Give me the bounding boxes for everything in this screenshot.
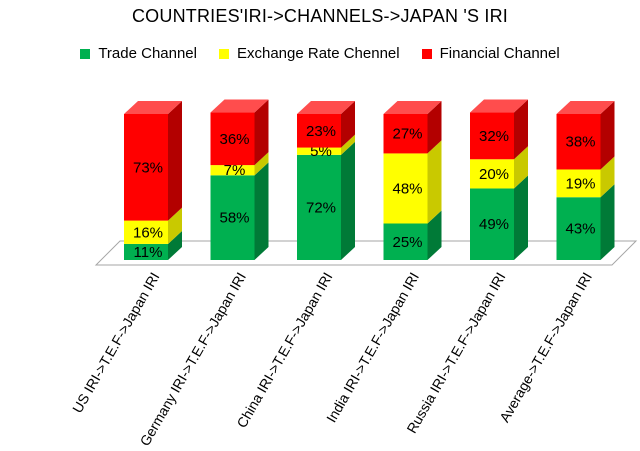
bar-segment (297, 147, 341, 155)
legend-swatch-financial (421, 48, 432, 59)
bar-segment (470, 188, 514, 260)
data-label: 16% (133, 224, 163, 241)
bar-segment-side (427, 101, 442, 154)
bar-segment (470, 112, 514, 160)
data-label: 38% (565, 134, 595, 151)
bar-segment-side (341, 134, 355, 155)
data-label: 58% (219, 210, 249, 227)
legend-swatch-exchange-rate (218, 48, 229, 59)
legend-item-trade: Trade Channel (80, 45, 197, 62)
bar-segment (297, 154, 341, 260)
bars: 11% 16% 73% 58% 7% 36% 72%5%23% 25% 48% 27% 49% 20%… (124, 99, 615, 261)
bar-stack: 58% 7% 36% (210, 99, 269, 260)
data-label: 7% (224, 162, 246, 179)
data-label: 73% (133, 159, 163, 176)
bar-segment-side (341, 101, 355, 148)
x-tick-label: India IRI->T.E.F->Japan IRI (323, 270, 422, 426)
bar-stack: 49% 20% 32% (470, 99, 528, 260)
bar-segment-side (600, 184, 615, 260)
legend-item-financial: Financial Channel (421, 45, 560, 62)
bar-segment-side (254, 99, 269, 166)
bar-segment (470, 159, 514, 189)
data-label: 72% (306, 199, 336, 216)
bar-segment (383, 153, 428, 224)
bar-segment (124, 220, 168, 244)
bar-top (124, 101, 182, 114)
legend-swatch-trade (80, 48, 91, 59)
data-label: 20% (479, 166, 509, 183)
bar-segment-side (427, 210, 442, 260)
bar-top (470, 99, 528, 113)
bar-segment-side (254, 162, 269, 260)
data-label: 19% (565, 175, 595, 192)
bar-segment-side (514, 99, 528, 160)
bar-segment (124, 243, 168, 260)
data-label: 48% (392, 180, 422, 197)
bar-stack: 11% 16% 73% (124, 101, 182, 261)
data-label: 32% (479, 128, 509, 145)
bar-segment-side (427, 140, 442, 224)
bar-segment-side (168, 207, 182, 244)
bar-segment-side (600, 156, 615, 198)
data-label: 43% (565, 221, 595, 238)
bar-top (210, 99, 269, 113)
bar-segment-side (168, 101, 182, 221)
chart-title: COUNTRIES'IRI->CHANNELS->JAPAN 'S IRI (131, 6, 508, 26)
bar-stack: 43% 19% 38% (556, 101, 615, 260)
data-label: 27% (392, 126, 422, 143)
bar-segment (383, 114, 428, 154)
x-tick-label: US IRI->T.E.F->Japan IRI (69, 270, 163, 416)
data-label: 36% (219, 131, 249, 148)
bar-segment-side (168, 230, 182, 260)
bar-segment (297, 114, 341, 148)
bar-segment (124, 114, 168, 221)
bar-segment (556, 197, 601, 260)
bar-segment (210, 112, 255, 166)
legend-label-exchange-rate: Exchange Rate Chennel (236, 45, 400, 62)
bar-segment-side (341, 141, 355, 260)
bar-segment-side (600, 101, 615, 170)
bar-segment (210, 165, 255, 176)
bar-segment (556, 114, 601, 170)
x-tick-label: Russia IRI->T.E.F->Japan IRI (403, 270, 508, 436)
data-label: 23% (306, 123, 336, 140)
legend-label-trade: Trade Channel (98, 45, 197, 62)
bar-segment (383, 223, 428, 260)
legend-label-financial: Financial Channel (439, 45, 560, 62)
bar-segment (556, 169, 601, 198)
bar-segment (210, 175, 255, 260)
x-tick-label: Average->T.E.F->Japan IRI (496, 270, 595, 425)
legend: Trade Channel Exchange Rate Chennel Fina… (0, 45, 640, 62)
bar-top (297, 101, 355, 114)
bar-segment-side (514, 146, 528, 189)
bar-segment-side (514, 175, 528, 260)
legend-item-exchange-rate: Exchange Rate Chennel (218, 45, 400, 62)
bar-segment-side (254, 152, 269, 176)
bar-stack: 25% 48% 27% (383, 101, 442, 260)
bar-stack: 72%5%23% (297, 101, 355, 260)
data-label: 49% (479, 216, 509, 233)
bar-top (383, 101, 442, 114)
x-tick-label: Germany IRI->T.E.F->Japan IRI (136, 270, 249, 449)
x-tick-label: China IRI->T.E.F->Japan IRI (233, 270, 335, 431)
data-label: 25% (392, 234, 422, 251)
data-label: 11% (134, 244, 163, 261)
bar-top (556, 101, 615, 114)
